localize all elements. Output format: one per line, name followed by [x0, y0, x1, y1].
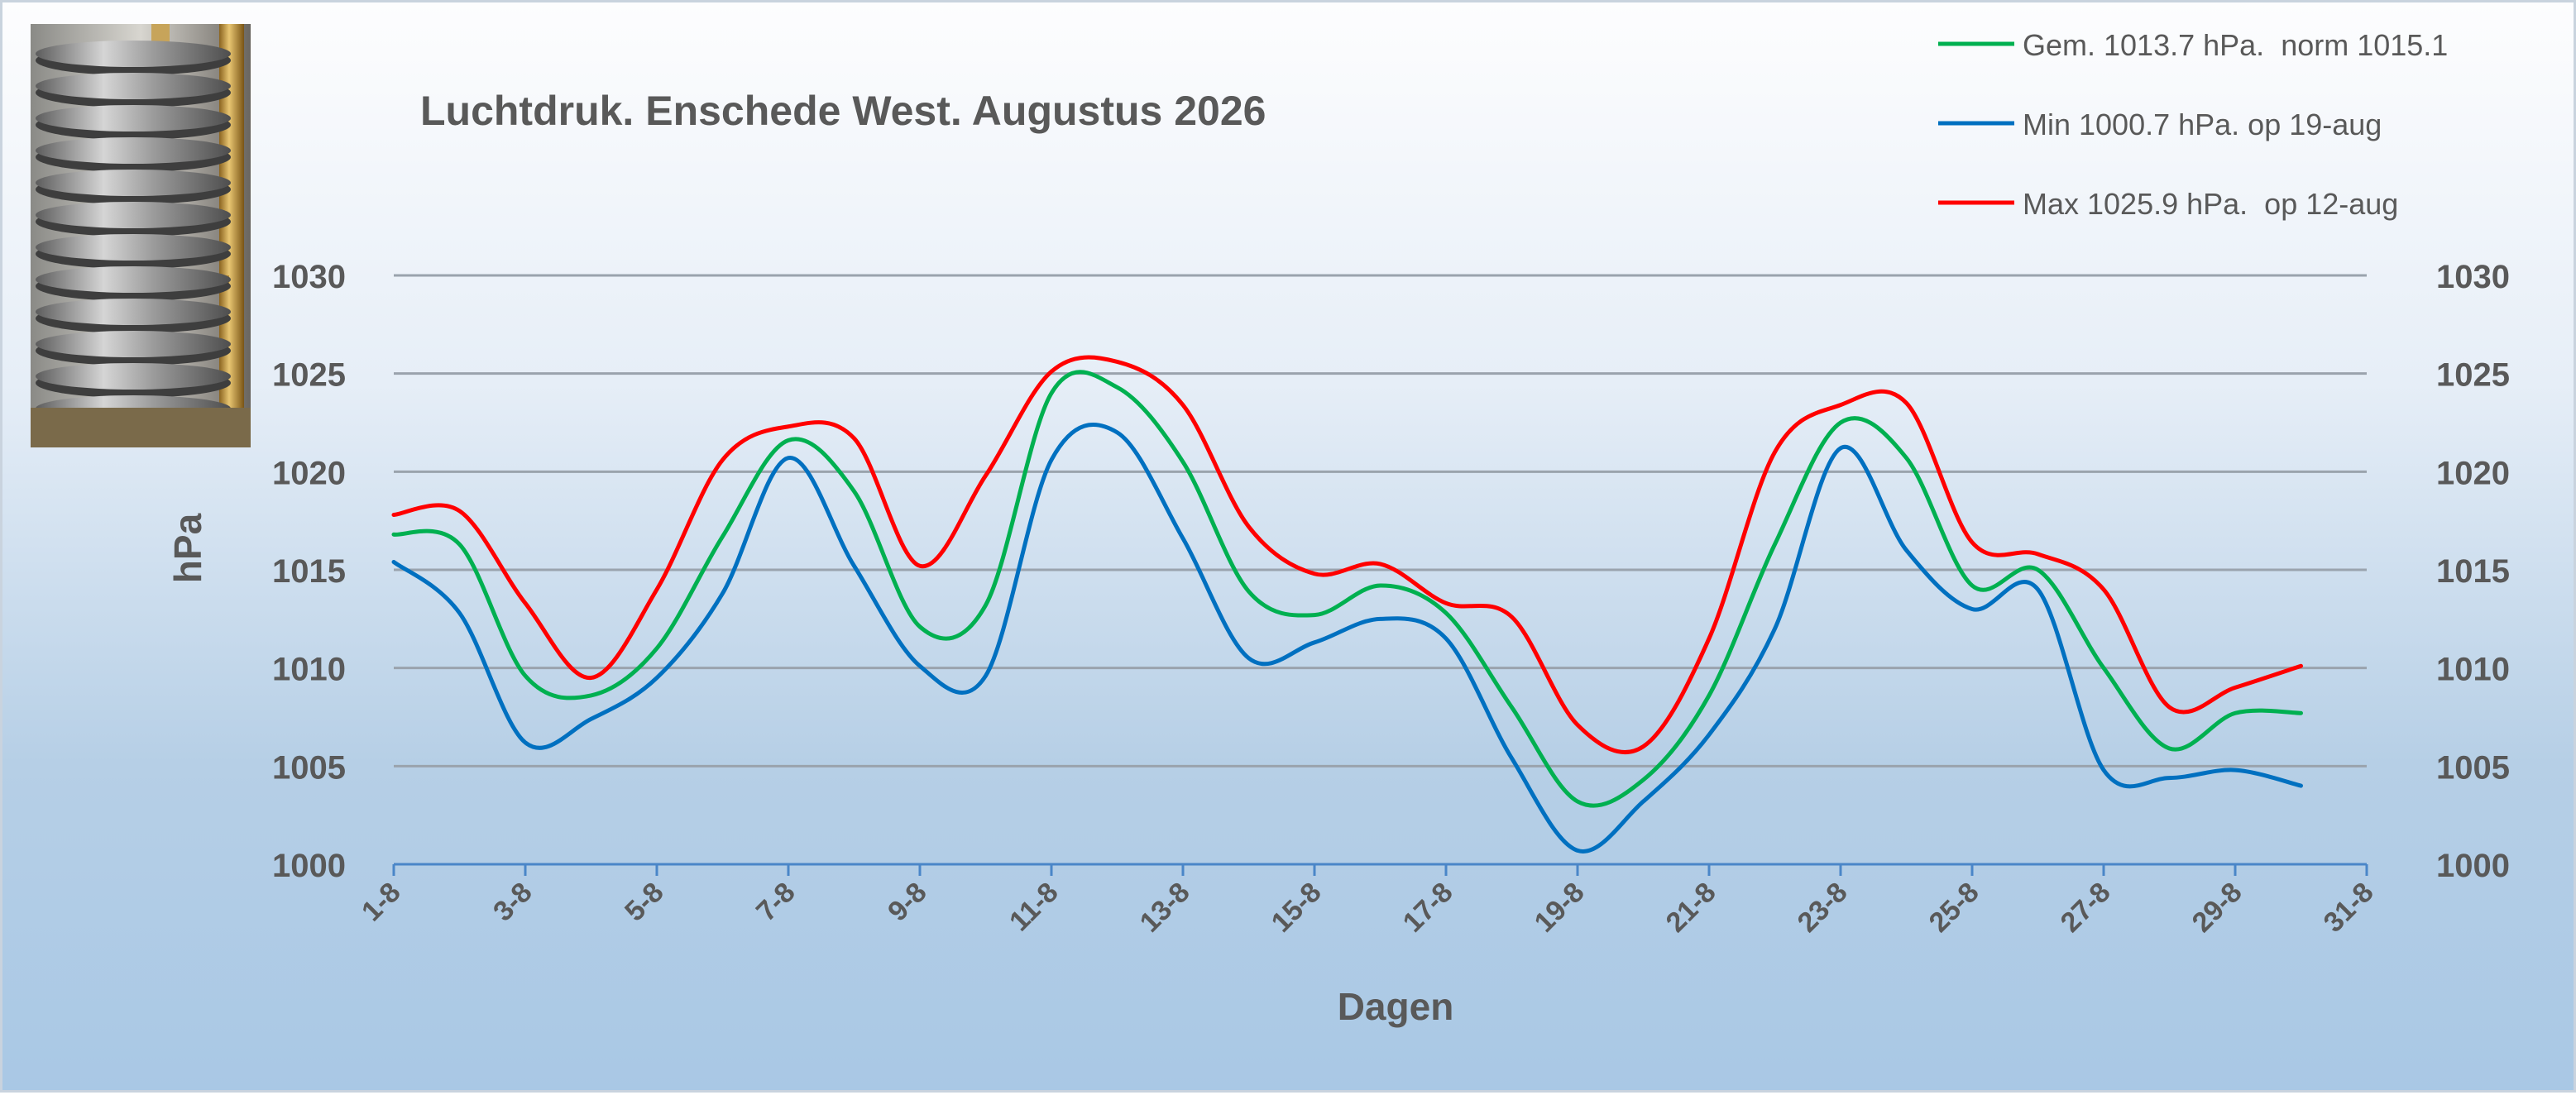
x-tick-label: 23-8 [1792, 877, 1854, 939]
y-tick-label-right: 1015 [2436, 553, 2510, 590]
y-tick-label-left: 1025 [272, 357, 346, 394]
y-tick-label-left: 1030 [272, 259, 346, 295]
x-tick-label: 1-8 [356, 877, 407, 928]
barometer-disc [36, 170, 231, 196]
barometer-photo [31, 24, 251, 447]
legend: Gem. 1013.7 hPa. norm 1015.1 Min 1000.7 h… [1938, 28, 2448, 221]
x-tick-label: 17-8 [1397, 877, 1459, 939]
x-tick-label: 27-8 [2055, 877, 2117, 939]
x-tick-label: 15-8 [1266, 877, 1328, 939]
barometer-disc [36, 202, 231, 228]
y-tick-label-right: 1030 [2436, 259, 2510, 295]
series-line-gem [391, 370, 2303, 808]
y-tick-label-left: 1005 [272, 749, 346, 786]
legend-label: Min 1000.7 hPa. op 19-aug [2023, 108, 2382, 141]
y-tick-label-left: 1010 [272, 652, 346, 688]
x-tick-label: 5-8 [619, 877, 670, 928]
x-axis-label: Dagen [1338, 985, 1454, 1028]
y-tick-label-left: 1015 [272, 553, 346, 590]
barometer-disc [36, 73, 231, 99]
series-line-max [391, 355, 2303, 755]
x-tick-label: 9-8 [882, 877, 933, 928]
y-axis-label: hPa [166, 513, 209, 583]
series-line-min [391, 422, 2303, 854]
barometer-disc [36, 363, 231, 390]
y-tick-label-right: 1005 [2436, 749, 2510, 786]
y-axis-left: 1000 1005 1010 1015 1020 1025 1030 [272, 259, 346, 884]
y-tick-label-left: 1020 [272, 455, 346, 491]
x-tick-label: 21-8 [1660, 877, 1722, 939]
x-tick-label: 25-8 [1923, 877, 1985, 939]
barometer-disc [36, 331, 231, 357]
x-tick-label: 7-8 [750, 877, 802, 928]
chart-title: Luchtdruk. Enschede West. Augustus 2026 [420, 88, 1266, 134]
x-tick-label: 13-8 [1134, 877, 1196, 939]
y-tick-label-right: 1020 [2436, 455, 2510, 491]
x-tick-label: 31-8 [2318, 877, 2380, 939]
legend-label: Gem. 1013.7 hPa. norm 1015.1 [2023, 28, 2448, 62]
legend-label: Max 1025.9 hPa. op 12-aug [2023, 187, 2398, 221]
barometer-disc [36, 234, 231, 261]
barometer-disc [36, 266, 231, 293]
barometer-disc [36, 299, 231, 325]
y-tick-label-right: 1010 [2436, 652, 2510, 688]
y-axis-right: 1000 1005 1010 1015 1020 1025 1030 [2436, 259, 2510, 884]
y-tick-label-right: 1025 [2436, 357, 2510, 394]
plot-area [391, 355, 2303, 854]
x-tick-label: 11-8 [1003, 877, 1065, 938]
y-tick-label-left: 1000 [272, 848, 346, 884]
barometer-disc [36, 41, 231, 67]
y-tick-label-right: 1000 [2436, 848, 2510, 884]
x-tick-label: 3-8 [487, 877, 539, 928]
barometer-disc [36, 105, 231, 131]
x-tick-label: 29-8 [2186, 877, 2248, 939]
x-axis: 1-8 3-8 5-8 7-8 9-8 11-8 13-8 15-8 17-8 19-8 21-8 2… [356, 863, 2380, 939]
x-tick-label: 19-8 [1529, 877, 1591, 939]
barometer-disc [36, 137, 231, 164]
